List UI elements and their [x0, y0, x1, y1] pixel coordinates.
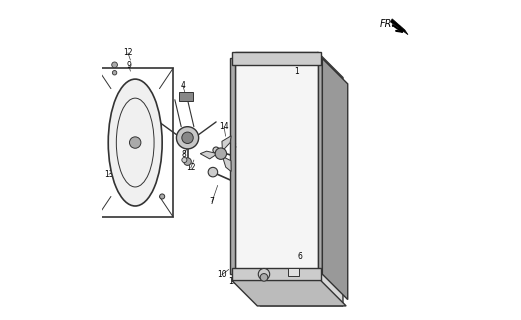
Circle shape	[182, 132, 193, 143]
Text: 13: 13	[104, 170, 114, 179]
Polygon shape	[322, 59, 348, 300]
Circle shape	[258, 268, 270, 280]
Circle shape	[113, 70, 117, 75]
Polygon shape	[318, 59, 322, 274]
Polygon shape	[200, 151, 218, 159]
Text: 7: 7	[209, 197, 215, 206]
Polygon shape	[232, 52, 321, 65]
Polygon shape	[230, 59, 235, 274]
Circle shape	[184, 158, 191, 165]
Polygon shape	[391, 19, 408, 35]
Polygon shape	[222, 136, 231, 151]
Circle shape	[159, 194, 165, 199]
Polygon shape	[235, 52, 318, 281]
Polygon shape	[232, 281, 346, 306]
Text: 10: 10	[217, 270, 227, 279]
Text: 14: 14	[219, 122, 229, 131]
Text: 11: 11	[228, 277, 238, 286]
Text: 6: 6	[297, 252, 303, 261]
Polygon shape	[222, 156, 231, 172]
Circle shape	[182, 157, 187, 163]
Circle shape	[215, 148, 227, 159]
FancyBboxPatch shape	[179, 92, 193, 101]
Circle shape	[130, 137, 141, 148]
Circle shape	[260, 274, 268, 281]
Text: 8: 8	[181, 150, 186, 159]
FancyBboxPatch shape	[288, 268, 299, 276]
Circle shape	[177, 127, 199, 149]
Text: 2: 2	[231, 160, 236, 169]
Text: 3: 3	[231, 142, 236, 151]
Text: 4: 4	[180, 81, 185, 90]
Polygon shape	[235, 281, 343, 306]
Circle shape	[111, 62, 117, 68]
Polygon shape	[318, 52, 343, 306]
Polygon shape	[232, 268, 321, 281]
Text: 1: 1	[294, 67, 300, 76]
Text: 5: 5	[141, 195, 145, 204]
Text: 9: 9	[127, 61, 131, 70]
Text: 12: 12	[123, 48, 133, 57]
Circle shape	[96, 153, 101, 157]
Ellipse shape	[108, 79, 162, 206]
Circle shape	[213, 147, 219, 153]
Circle shape	[208, 167, 218, 177]
Text: 12: 12	[186, 164, 195, 172]
Text: FR.: FR.	[379, 19, 395, 28]
